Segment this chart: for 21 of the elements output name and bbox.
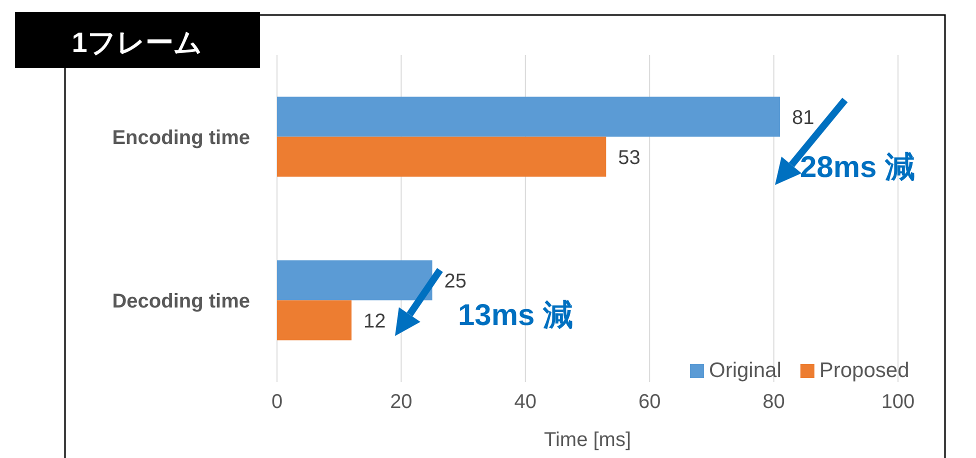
- y-tick-label: Decoding time: [112, 290, 250, 312]
- annotation: 13ms 減: [458, 299, 574, 332]
- legend-label: Original: [709, 359, 782, 382]
- x-axis-title: Time [ms]: [544, 429, 632, 451]
- bar: [277, 96, 780, 137]
- chart-title: 1フレーム: [72, 27, 202, 58]
- x-tick-label: 0: [271, 391, 283, 413]
- x-tick-label: 80: [762, 391, 785, 413]
- x-tick-label: 60: [638, 391, 661, 413]
- x-tick-label: 20: [390, 391, 412, 413]
- x-tick-label: 40: [514, 391, 537, 413]
- y-tick-label: Encoding time: [112, 126, 250, 149]
- data-label: 53: [618, 146, 640, 169]
- data-label: 25: [444, 270, 466, 292]
- data-label: 12: [364, 310, 386, 332]
- legend-label: Proposed: [819, 359, 910, 382]
- bar: [277, 136, 606, 177]
- annotation: 28ms 減: [800, 151, 916, 184]
- x-tick-label: 100: [881, 391, 915, 413]
- bar: [277, 300, 352, 340]
- data-label: 81: [792, 106, 814, 129]
